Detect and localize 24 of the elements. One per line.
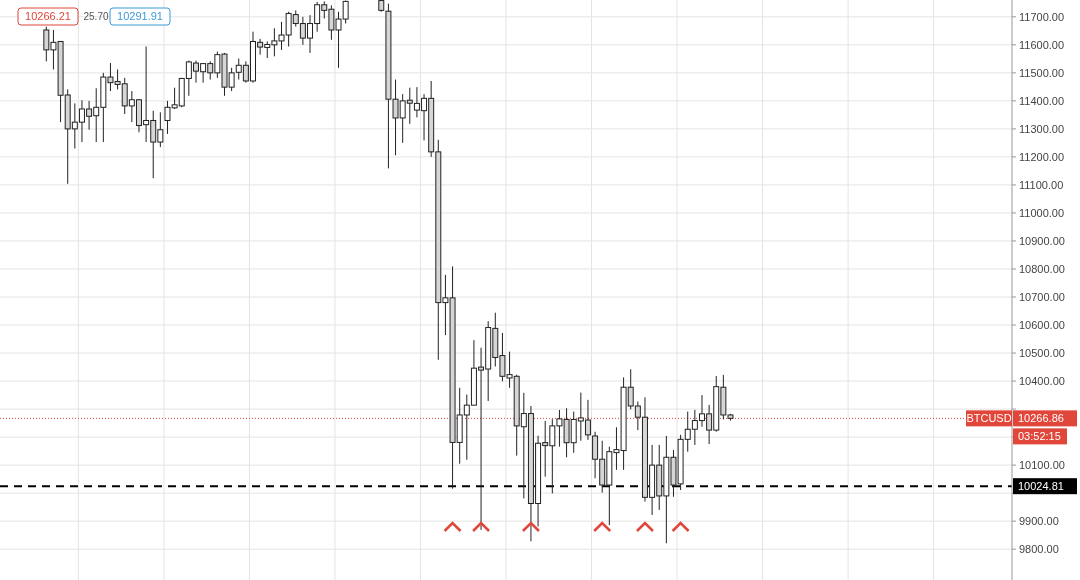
- annotation: BTCUSD: [966, 412, 1012, 425]
- y-tick-label: 10700.00: [1019, 290, 1065, 303]
- ref-line-label: 10024.81: [1018, 480, 1064, 493]
- y-tick-label: 11000.00: [1019, 206, 1065, 219]
- y-tick-label: 11700.00: [1019, 10, 1065, 23]
- annotation: 10291.91: [117, 10, 163, 23]
- y-tick-label: 11400.00: [1019, 94, 1065, 107]
- y-tick-label: 10800.00: [1019, 262, 1065, 275]
- y-tick-label: 10500.00: [1019, 346, 1065, 359]
- y-tick-label: 10600.00: [1019, 318, 1065, 331]
- y-tick-label: 10100.00: [1019, 458, 1065, 471]
- y-tick-label: 11500.00: [1019, 66, 1065, 79]
- y-tick-label: 11100.00: [1019, 178, 1064, 191]
- annotation: 25.70: [83, 11, 109, 22]
- text: 03:52:15: [1018, 430, 1061, 443]
- y-tick-label: 9800.00: [1019, 543, 1059, 556]
- y-tick-label: 11300.00: [1019, 122, 1065, 135]
- ref-line-label: 10266.86: [1018, 412, 1064, 425]
- y-tick-label: 10900.00: [1019, 234, 1065, 247]
- y-tick-label: 9900.00: [1019, 515, 1059, 528]
- annotation: 10266.21: [25, 10, 71, 23]
- y-tick-label: 10400.00: [1019, 374, 1065, 387]
- y-tick-label: 11200.00: [1019, 150, 1065, 163]
- y-tick-label: 11600.00: [1019, 38, 1065, 51]
